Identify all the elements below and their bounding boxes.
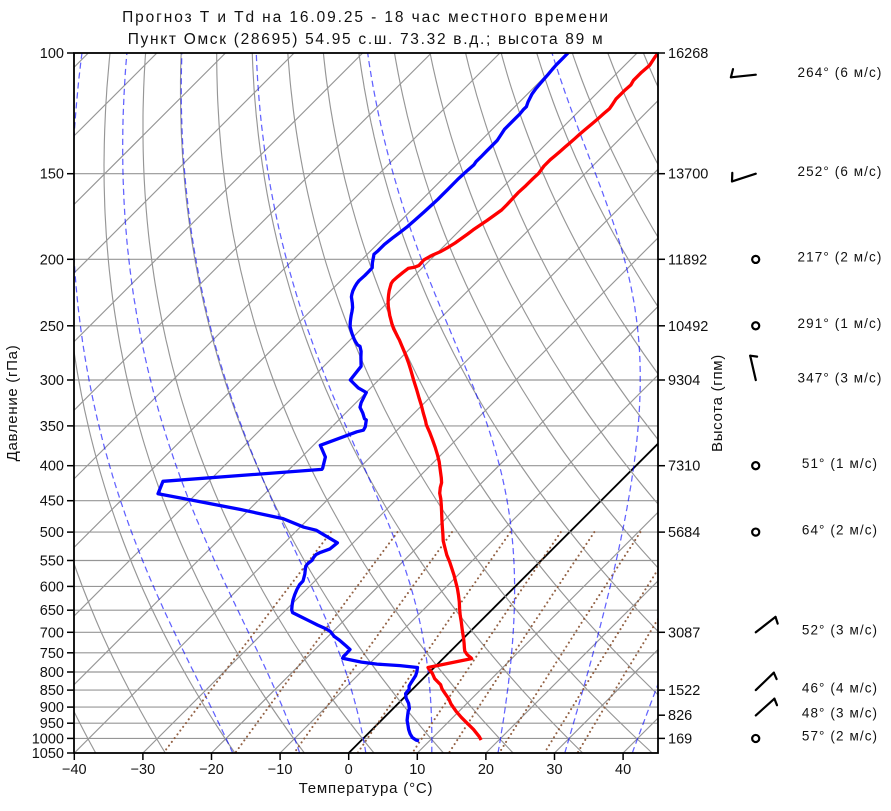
svg-text:40: 40: [615, 762, 631, 778]
svg-text:0: 0: [345, 762, 353, 778]
svg-text:650: 650: [40, 603, 64, 619]
svg-text:100: 100: [40, 46, 64, 62]
svg-text:11892: 11892: [668, 252, 707, 268]
svg-text:Высота (гпм): Высота (гпм): [709, 354, 726, 452]
svg-text:500: 500: [40, 525, 64, 541]
svg-text:9304: 9304: [668, 373, 700, 389]
svg-text:10: 10: [409, 762, 425, 778]
svg-text:250: 250: [40, 319, 64, 335]
svg-text:350: 350: [40, 419, 64, 435]
svg-text:−40: −40: [62, 762, 87, 778]
svg-text:264° (6 м/с): 264° (6 м/с): [798, 65, 883, 80]
svg-text:−20: −20: [199, 762, 224, 778]
svg-text:Температура (°C): Температура (°C): [299, 780, 434, 797]
svg-text:950: 950: [40, 716, 64, 732]
svg-text:Прогноз Т и Td на 16.09.25 - 1: Прогноз Т и Td на 16.09.25 - 18 час мест…: [122, 9, 610, 26]
svg-text:450: 450: [40, 494, 64, 510]
svg-text:1050: 1050: [32, 746, 64, 762]
svg-text:217° (2 м/с): 217° (2 м/с): [798, 250, 883, 265]
svg-text:291° (1 м/с): 291° (1 м/с): [798, 316, 883, 331]
svg-text:16268: 16268: [668, 46, 708, 62]
svg-text:7310: 7310: [668, 459, 700, 475]
svg-text:347° (3 м/с): 347° (3 м/с): [798, 370, 883, 385]
svg-text:48° (3 м/с): 48° (3 м/с): [802, 706, 878, 721]
svg-text:13700: 13700: [668, 167, 708, 183]
svg-text:800: 800: [40, 665, 64, 681]
svg-text:10492: 10492: [668, 319, 708, 335]
svg-text:46° (4 м/с): 46° (4 м/с): [802, 680, 878, 695]
svg-text:51° (1 м/с): 51° (1 м/с): [802, 456, 878, 471]
svg-text:169: 169: [668, 731, 692, 747]
svg-text:300: 300: [40, 373, 64, 389]
svg-text:−30: −30: [131, 762, 156, 778]
svg-text:57° (2 м/с): 57° (2 м/с): [802, 729, 878, 744]
svg-text:30: 30: [546, 762, 562, 778]
svg-text:826: 826: [668, 708, 692, 724]
svg-text:900: 900: [40, 700, 64, 716]
svg-text:−10: −10: [268, 762, 293, 778]
svg-text:600: 600: [40, 579, 64, 595]
svg-text:Пункт Омск (28695) 54.95 с.ш.: Пункт Омск (28695) 54.95 с.ш. 73.32 в.д.…: [128, 31, 605, 48]
svg-text:400: 400: [40, 459, 64, 475]
svg-text:200: 200: [40, 252, 64, 268]
svg-text:700: 700: [40, 625, 64, 641]
svg-text:252° (6 м/с): 252° (6 м/с): [798, 164, 883, 179]
svg-text:20: 20: [478, 762, 494, 778]
svg-text:150: 150: [40, 167, 64, 183]
svg-text:3087: 3087: [668, 625, 700, 641]
svg-text:1000: 1000: [32, 731, 64, 747]
svg-text:Давление (гПа): Давление (гПа): [4, 345, 21, 462]
svg-text:850: 850: [40, 683, 64, 699]
svg-text:5684: 5684: [668, 525, 700, 541]
svg-text:52° (3 м/с): 52° (3 м/с): [802, 623, 878, 638]
svg-text:64° (2 м/с): 64° (2 м/с): [802, 522, 878, 537]
svg-text:550: 550: [40, 554, 64, 570]
svg-text:750: 750: [40, 646, 64, 662]
svg-text:1522: 1522: [668, 683, 700, 699]
